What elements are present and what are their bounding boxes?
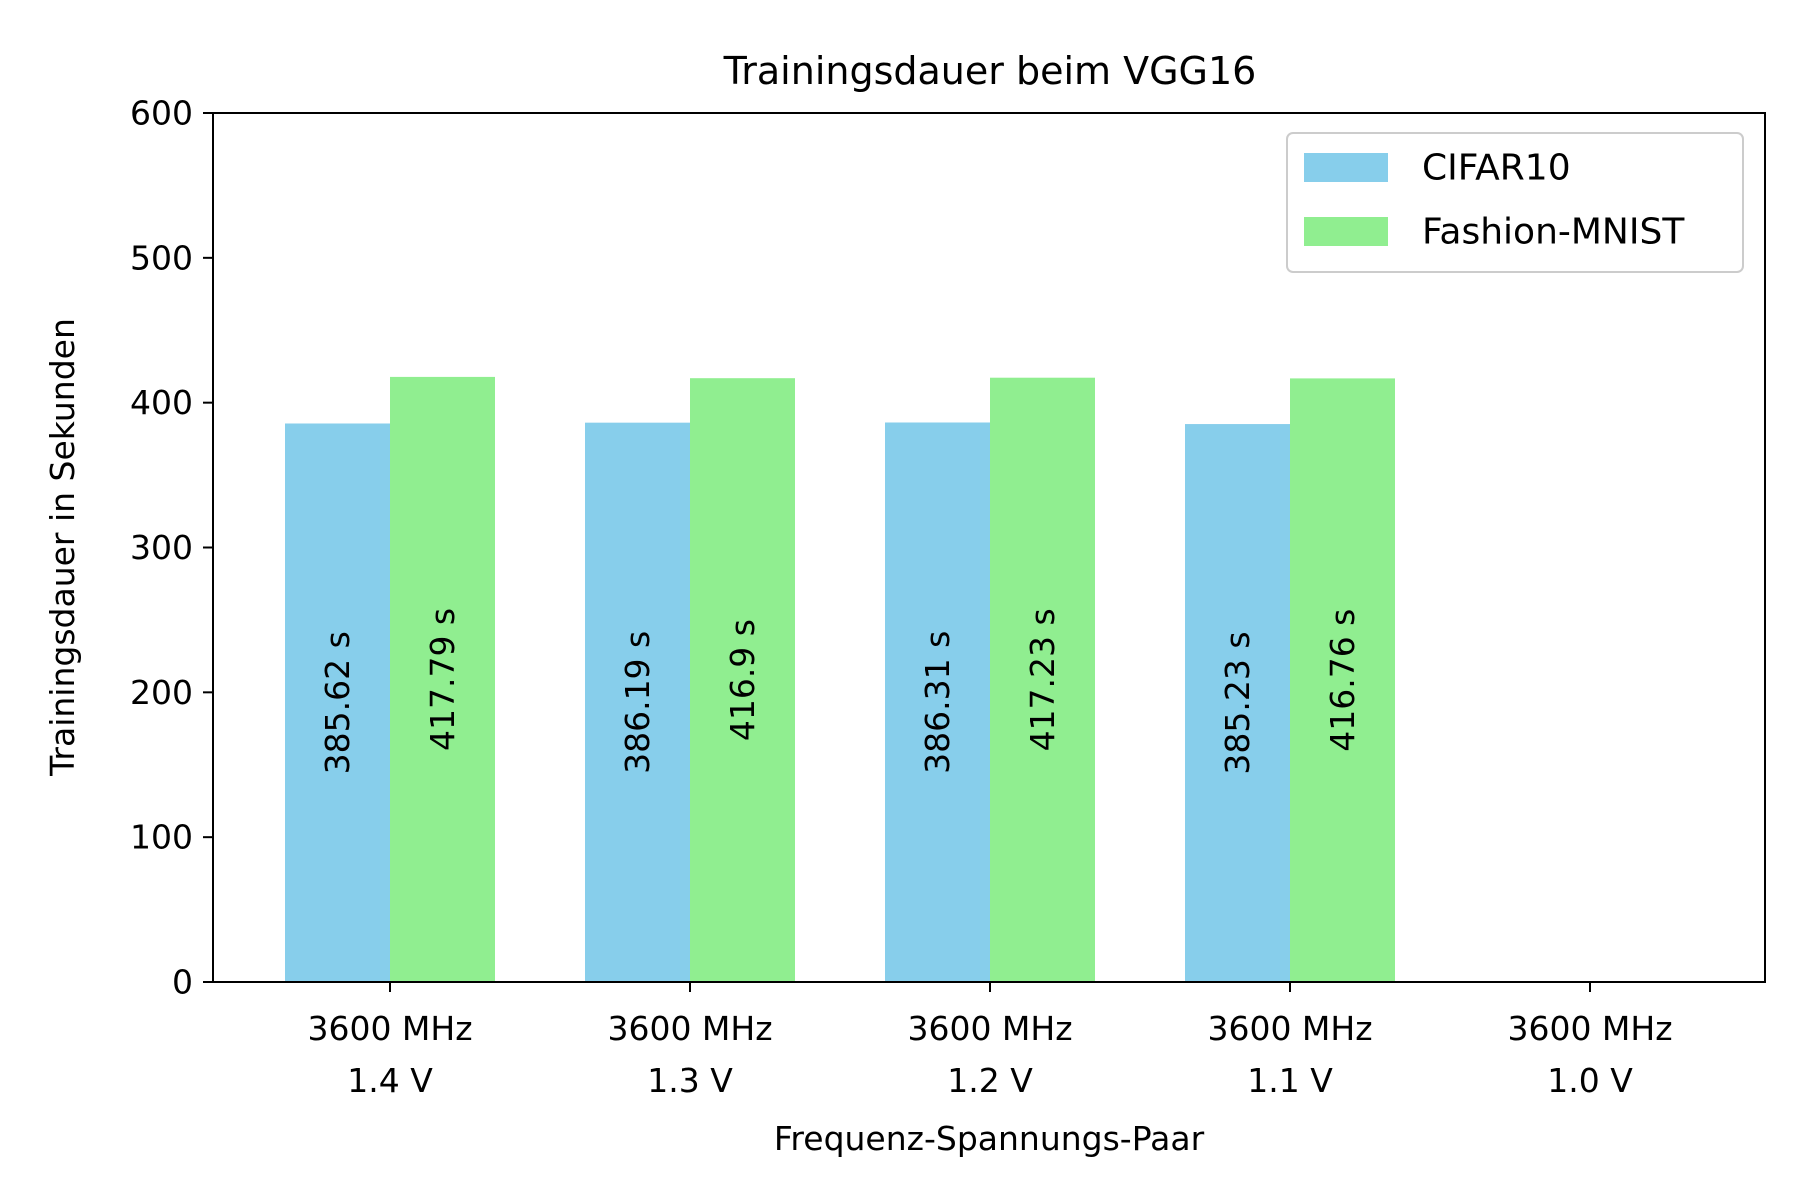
bar-cifar10-0	[285, 423, 390, 982]
bar-value-label: 385.23 s	[1218, 631, 1257, 774]
bar-value-label: 385.62 s	[318, 631, 357, 774]
x-tick-label: 3600 MHz	[1207, 1009, 1372, 1048]
y-tick-label: 500	[130, 238, 193, 277]
bar-fashion-mnist-0	[390, 376, 495, 982]
bar-labels-layer: 385.62 s 386.19 s 386.31 s 385.23 s 417.79 s…	[318, 608, 1362, 775]
bar-value-label: 416.9 s	[723, 619, 762, 741]
bar-value-label: 386.19 s	[618, 631, 657, 774]
x-tick-label: 3600 MHz	[607, 1009, 772, 1048]
bar-fashion-mnist-1	[690, 378, 795, 982]
x-tick-label: 1.3 V	[647, 1061, 733, 1100]
x-axis-label: Frequenz-Spannungs-Paar	[774, 1119, 1205, 1158]
x-tick-label: 1.0 V	[1547, 1061, 1633, 1100]
y-tick-label: 400	[130, 383, 193, 422]
x-tick-label: 3600 MHz	[907, 1009, 1072, 1048]
legend: CIFAR10 Fashion-MNIST	[1286, 132, 1744, 273]
legend-label: Fashion-MNIST	[1422, 212, 1685, 253]
bar-value-label: 416.76 s	[1323, 609, 1362, 752]
legend-box	[1286, 132, 1744, 273]
bar-value-label: 417.23 s	[1023, 608, 1062, 751]
bar-cifar10-1	[585, 422, 690, 982]
bars-layer	[285, 376, 1395, 983]
legend-swatch	[1304, 153, 1388, 182]
y-tick-label: 600	[130, 94, 193, 133]
y-axis: 0 100 200 300 400 500 600	[130, 94, 213, 1002]
chart-title: Trainingsdauer beim VGG16	[723, 49, 1257, 93]
y-tick-label: 300	[130, 528, 193, 567]
x-tick-label: 1.2 V	[947, 1061, 1033, 1100]
y-tick-label: 200	[130, 673, 193, 712]
bar-fashion-mnist-3	[1290, 378, 1395, 983]
x-axis: 3600 MHz 1.4 V 3600 MHz 1.3 V 3600 MHz 1.2 V 3…	[307, 982, 1673, 1100]
bar-fashion-mnist-2	[990, 377, 1095, 982]
y-axis-label: Trainingsdauer in Sekunden	[43, 318, 82, 777]
x-tick-label: 3600 MHz	[307, 1009, 472, 1048]
bar-value-label: 386.31 s	[918, 631, 957, 774]
x-tick-label: 1.4 V	[347, 1061, 433, 1100]
x-tick-label: 3600 MHz	[1507, 1009, 1672, 1048]
x-tick-label: 1.1 V	[1247, 1061, 1333, 1100]
legend-swatch	[1304, 217, 1388, 246]
y-tick-label: 100	[130, 818, 193, 857]
bar-cifar10-3	[1185, 424, 1290, 982]
legend-label: CIFAR10	[1422, 148, 1571, 189]
y-tick-label: 0	[172, 963, 193, 1002]
bar-value-label: 417.79 s	[423, 608, 462, 751]
bar-cifar10-2	[885, 422, 990, 982]
